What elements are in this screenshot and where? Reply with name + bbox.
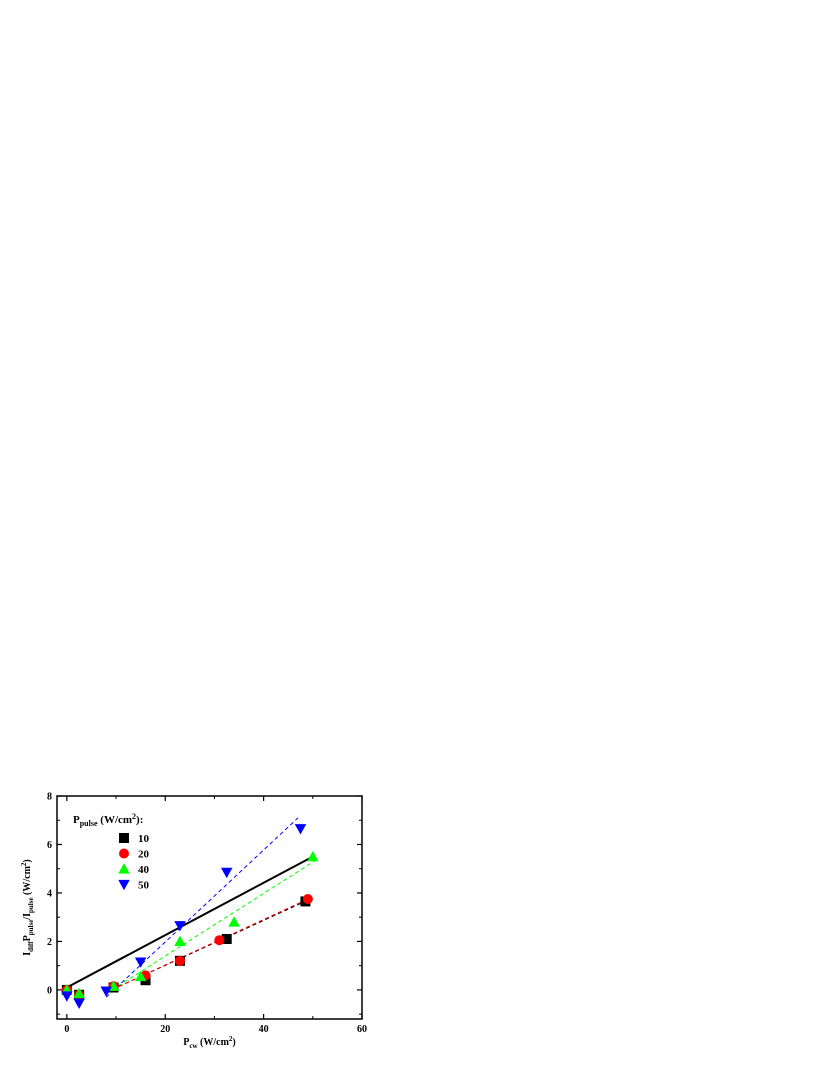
fit-line-50 (105, 817, 299, 998)
y-tick-label: 4 (47, 888, 52, 899)
x-tick-label: 0 (64, 1024, 69, 1035)
data-point-50 (100, 986, 112, 997)
x-tick-label: 40 (259, 1024, 269, 1035)
tick-labels: 0 20 40 60 0 2 4 6 8 (47, 792, 367, 1036)
data-point-50 (61, 991, 73, 1002)
legend-title: Ppulse (W/cm2): (73, 812, 143, 828)
x-axis-title: Pcw (W/cm2) (183, 1035, 236, 1050)
y-tick-label: 8 (47, 792, 52, 803)
legend-items: 10 20 40 50 (118, 833, 150, 892)
y-tick-label: 2 (47, 937, 52, 948)
data-point-50 (134, 957, 147, 968)
data-point-40 (73, 987, 85, 999)
data-point-50 (174, 921, 186, 932)
data-point-20 (214, 935, 225, 946)
legend: Ppulse (W/cm2): 10 20 40 50 (73, 812, 150, 892)
data-point-40 (307, 850, 319, 862)
reference-line (66, 855, 314, 989)
legend-label-20: 20 (138, 849, 150, 861)
legend-marker-50 (118, 879, 130, 891)
plot-frame (56, 795, 363, 1020)
data-point-20 (302, 894, 313, 905)
axis-ticks (57, 795, 363, 1019)
data-point-50 (73, 998, 85, 1009)
y-tick-label: 6 (47, 840, 52, 851)
y-tick-label: 0 (47, 985, 52, 996)
legend-marker-40 (118, 863, 130, 874)
legend-label-10: 10 (138, 833, 150, 845)
data-point-50 (220, 867, 233, 879)
legend-marker-10 (119, 833, 129, 843)
legend-label-50: 50 (138, 880, 150, 892)
data-point-40 (174, 935, 186, 947)
data-point-40 (228, 916, 240, 927)
data-point-50 (294, 824, 307, 835)
y-axis-title: IdiffPpulse/Ipulse (W/cm2) (20, 859, 35, 956)
data-point-40 (134, 970, 147, 982)
reference-line-group (66, 855, 314, 989)
x-tick-label: 20 (160, 1024, 170, 1035)
data-point-10 (221, 934, 232, 945)
data-markers (61, 824, 319, 1009)
data-point-20 (174, 955, 185, 966)
legend-label-40: 40 (138, 864, 150, 876)
legend-marker-20 (119, 848, 129, 859)
x-tick-label: 60 (357, 1024, 367, 1035)
